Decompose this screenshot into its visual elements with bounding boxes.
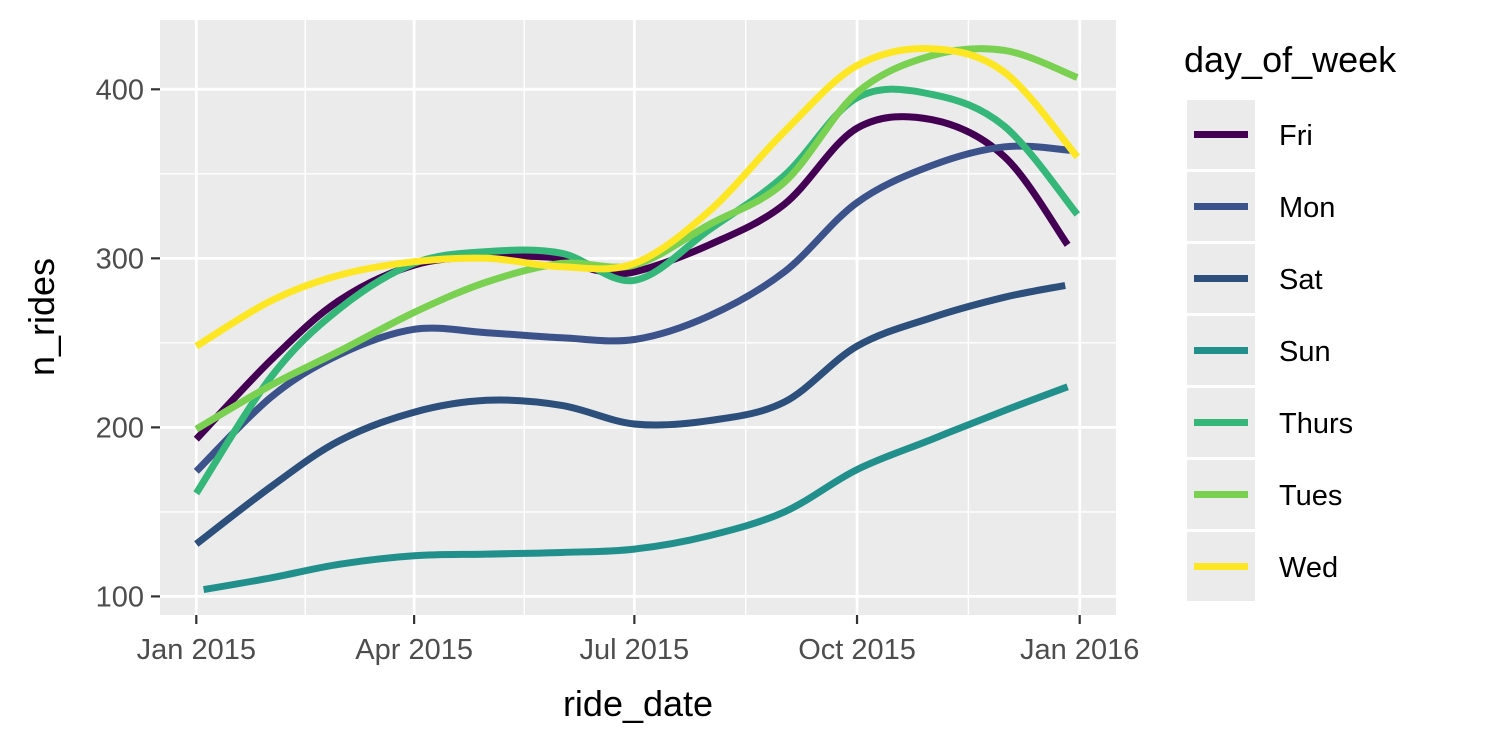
legend-label-thurs: Thurs (1279, 408, 1353, 440)
series-line-sat (194, 281, 1066, 547)
x-tick-label: Jan 2015 (137, 634, 256, 666)
legend-label-tues: Tues (1279, 480, 1342, 512)
minor-gridlines (160, 20, 1116, 615)
x-tick-label: Apr 2015 (355, 634, 473, 666)
series-line-sun (203, 383, 1069, 594)
series-lines (193, 45, 1081, 594)
x-tick-label: Jan 2016 (1020, 634, 1139, 666)
series-line-fri (193, 113, 1071, 442)
x-tick-label: Jul 2015 (580, 634, 690, 666)
legend-label-sat: Sat (1279, 264, 1323, 296)
y-axis: 100 200 300 400 (96, 74, 160, 613)
legend: day_of_week Fri Mon Sat Sun Thurs Tues Wed (1184, 39, 1397, 601)
series-line-thurs (193, 85, 1081, 496)
legend-label-wed: Wed (1279, 552, 1338, 584)
x-tick-label: Oct 2015 (798, 634, 916, 666)
y-tick-label: 200 (96, 412, 144, 444)
series-line-wed (194, 45, 1080, 350)
x-axis-title: ride_date (563, 683, 713, 724)
legend-label-sun: Sun (1279, 336, 1331, 368)
y-tick-label: 300 (96, 243, 144, 275)
x-axis: Jan 2015 Apr 2015 Jul 2015 Oct 2015 Jan 2016 (137, 615, 1139, 666)
legend-title: day_of_week (1184, 39, 1397, 80)
legend-label-mon: Mon (1279, 192, 1335, 224)
y-tick-label: 100 (96, 581, 144, 613)
legend-label-fri: Fri (1279, 120, 1313, 152)
y-tick-label: 400 (96, 74, 144, 106)
y-axis-title: n_rides (21, 258, 62, 376)
